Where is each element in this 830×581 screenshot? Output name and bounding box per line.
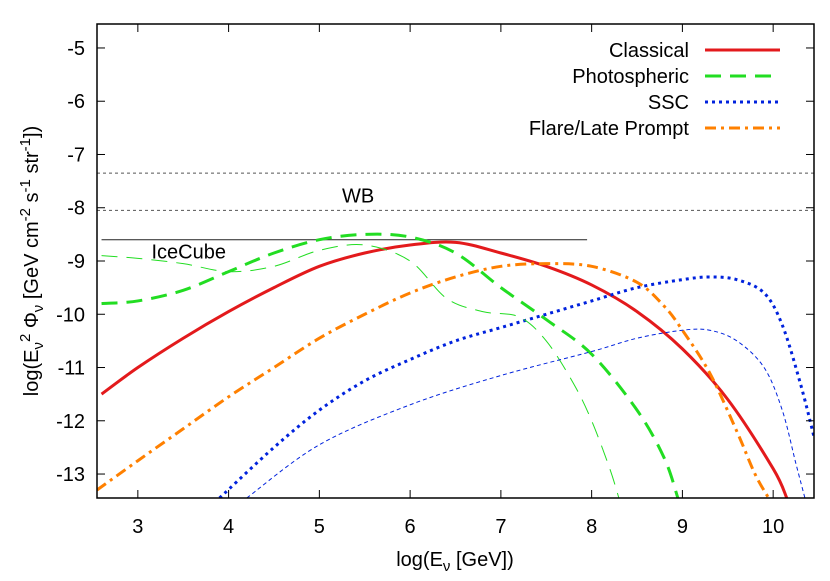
x-tick-label: 6 — [405, 516, 416, 538]
x-tick-label: 9 — [677, 516, 688, 538]
y-tick-label: -7 — [67, 144, 85, 166]
x-tick-label: 5 — [314, 516, 325, 538]
x-tick-label: 4 — [223, 516, 234, 538]
y-tick-label: -9 — [67, 251, 85, 273]
y-tick-label: -8 — [67, 198, 85, 220]
series-line-secondary-5 — [246, 328, 806, 498]
series-line-classical — [100, 240, 789, 498]
x-tick-label: 7 — [495, 516, 506, 538]
annotations: WB IceCube — [151, 185, 374, 263]
legend-label-flare-late-prompt: Flare/Late Prompt — [529, 118, 690, 140]
reference-lines — [97, 172, 814, 241]
x-tick-label: 10 — [762, 516, 784, 538]
y-tick-label: -12 — [56, 411, 85, 433]
x-axis-label: log(Eν [GeV]) — [396, 549, 514, 575]
y-tick-label: -5 — [67, 38, 85, 60]
y-axis-label: log(Eν2 Φν [GeV cm-2 s-1 str-1]) — [17, 126, 47, 397]
axis-ticks: 3 4 5 6 7 8 9 10 -13 -12 -11 -10 -9 -8 -7 -6 -5 — [56, 24, 814, 538]
series-line-flare-late-prompt — [97, 262, 770, 498]
legend-label-classical: Classical — [609, 40, 689, 62]
x-tick-label: 8 — [586, 516, 597, 538]
series-line-secondary-4 — [101, 244, 620, 498]
legend: Classical Photospheric SSC Flare/Late Promp… — [529, 40, 780, 140]
series-line-photospheric — [101, 232, 680, 498]
x-tick-label: 3 — [132, 516, 143, 538]
y-tick-label: -6 — [67, 91, 85, 113]
legend-label-photospheric: Photospheric — [572, 66, 689, 88]
annotation-icecube: IceCube — [151, 241, 226, 263]
y-tick-label: -13 — [56, 464, 85, 486]
legend-label-ssc: SSC — [648, 92, 689, 114]
series-line-ssc — [218, 275, 814, 498]
y-tick-label: -11 — [58, 358, 85, 380]
y-tick-label: -10 — [56, 304, 85, 326]
series-layer — [97, 232, 814, 498]
annotation-wb: WB — [342, 185, 374, 207]
